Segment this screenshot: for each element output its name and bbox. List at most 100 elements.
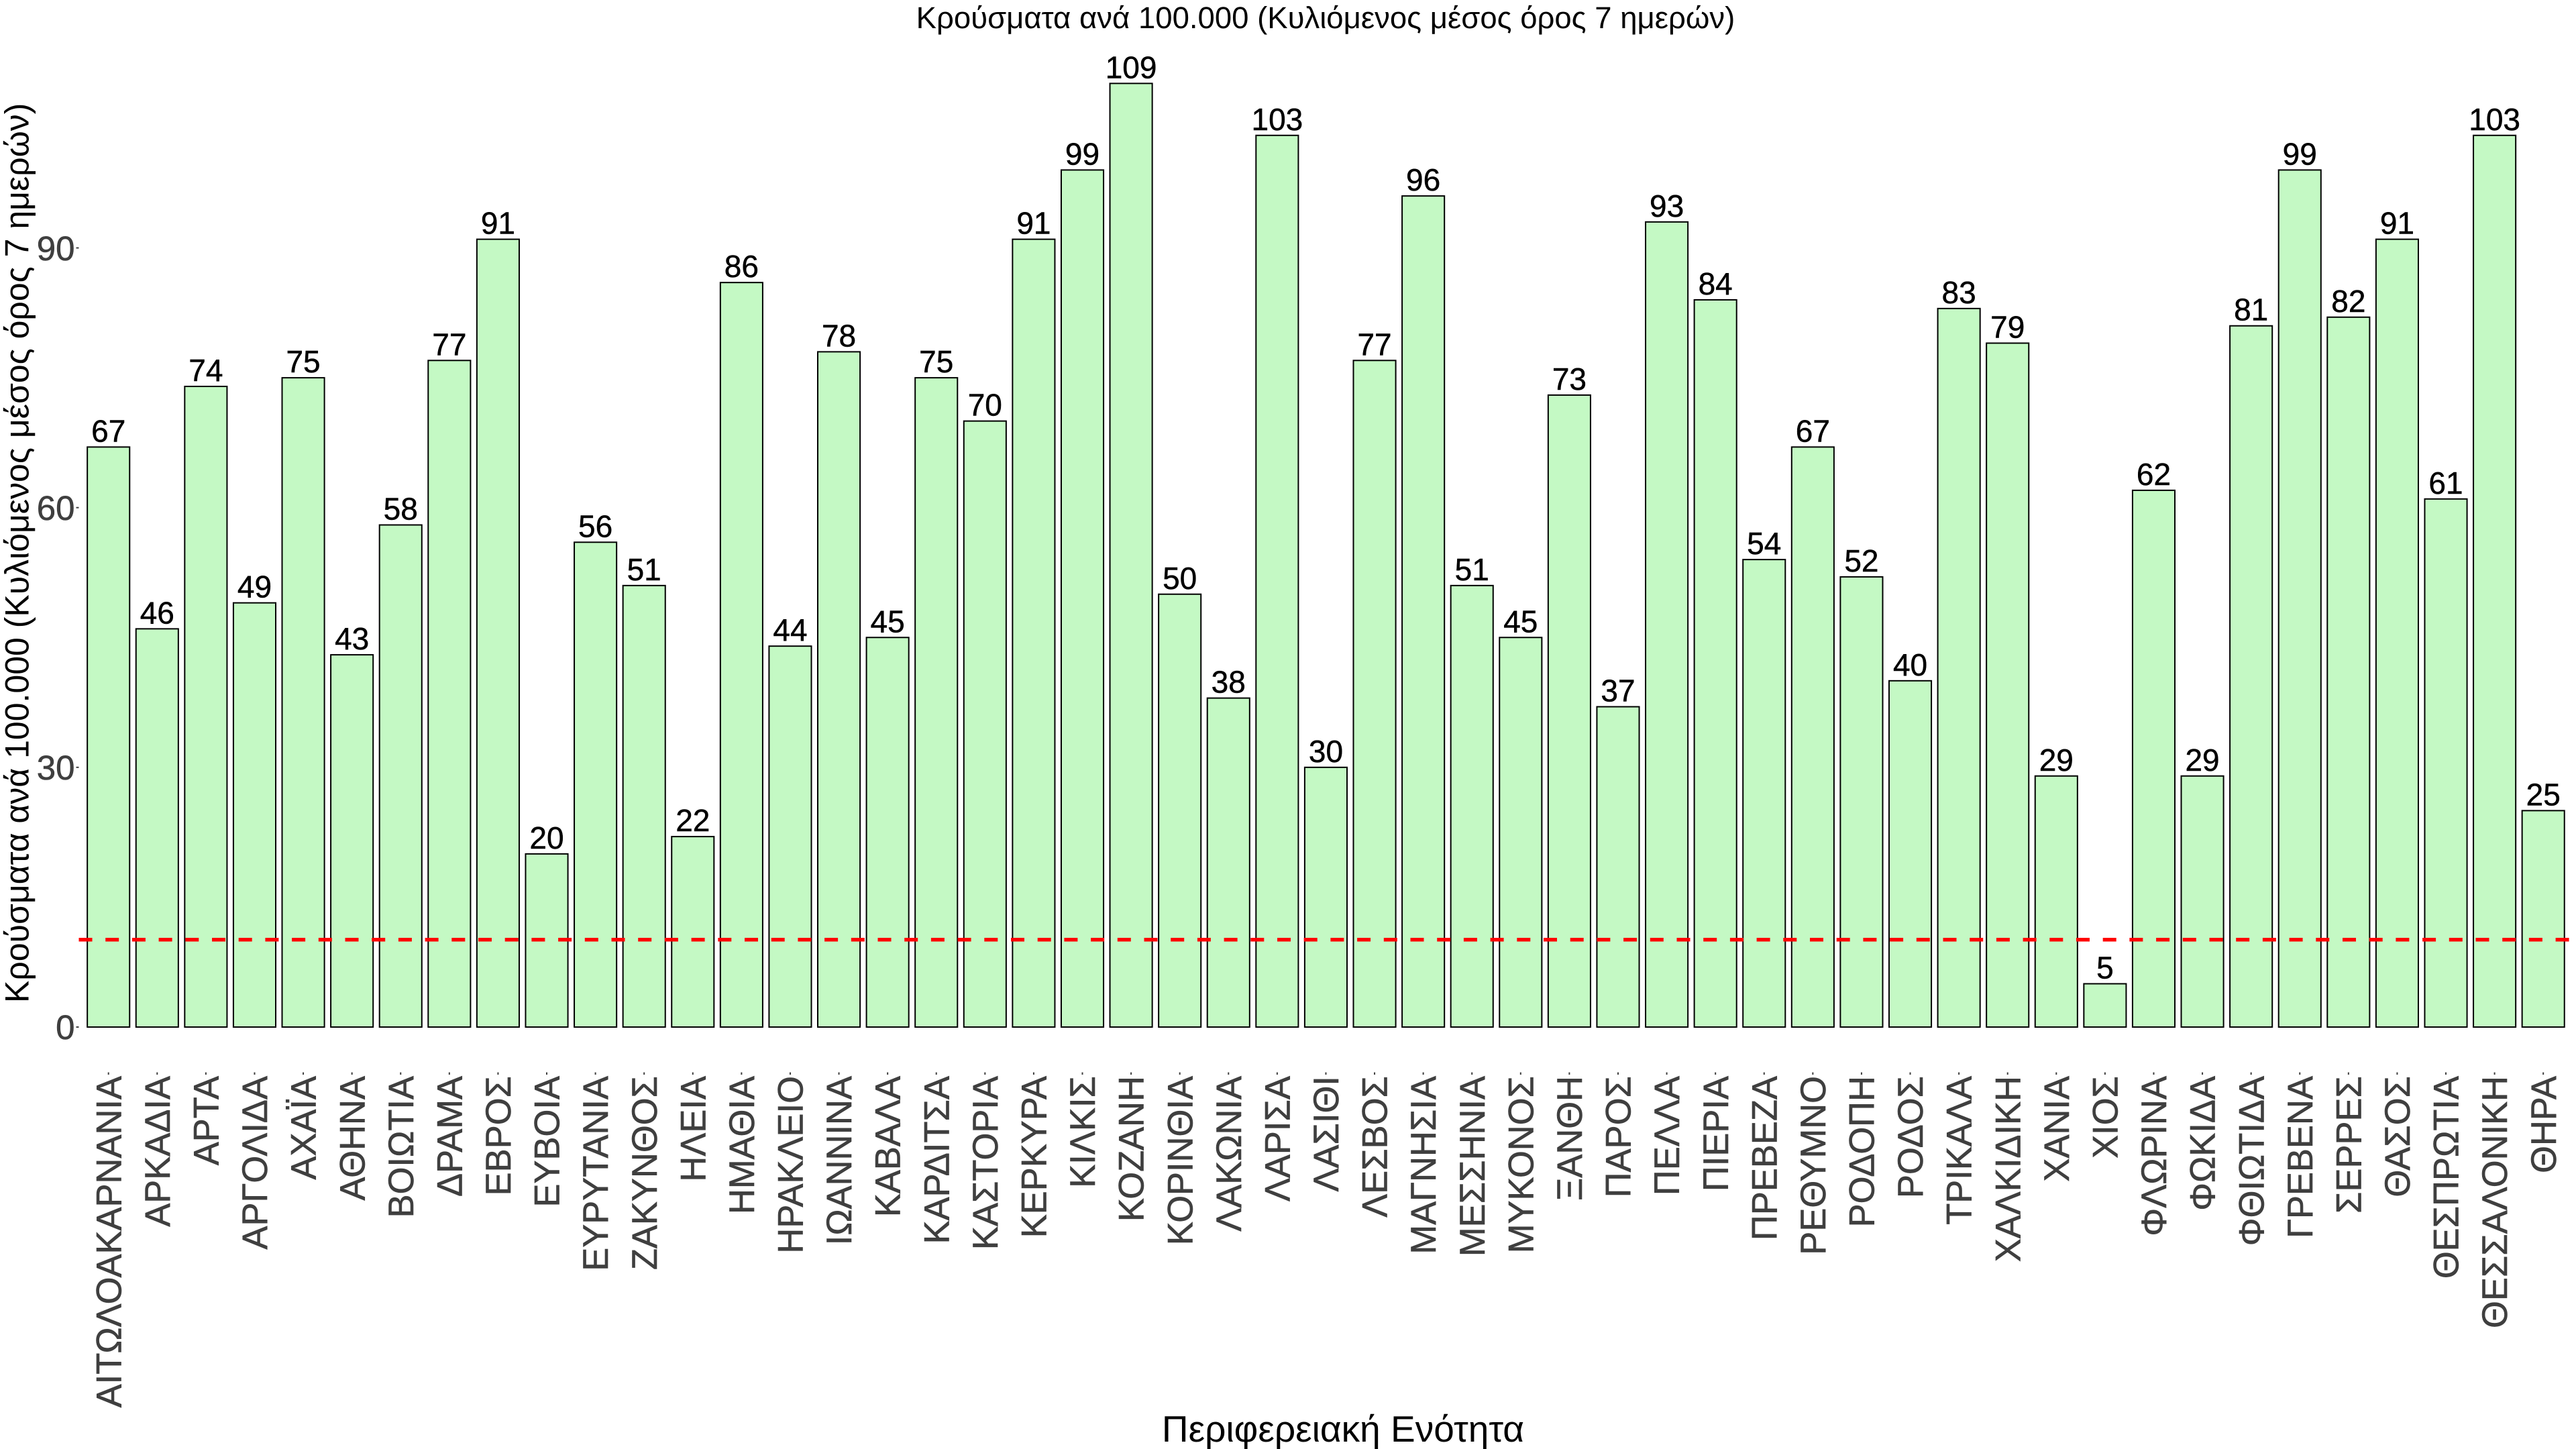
svg-text:Περιφερειακή Ενότητα: Περιφερειακή Ενότητα	[1162, 1408, 1524, 1449]
svg-text:62: 62	[2137, 457, 2171, 492]
svg-text:29: 29	[2039, 743, 2074, 777]
svg-text:ΦΛΩΡΙΝΑ: ΦΛΩΡΙΝΑ	[2135, 1076, 2174, 1236]
svg-text:Κρούσματα ανά 100.000 (Κυλιόμε: Κρούσματα ανά 100.000 (Κυλιόμενος μέσος …	[916, 1, 1735, 35]
svg-text:56: 56	[578, 508, 612, 543]
svg-text:ΙΩΑΝΝΙΝΑ: ΙΩΑΝΝΙΝΑ	[820, 1076, 859, 1245]
svg-text:ΡΟΔΟΠΗ: ΡΟΔΟΠΗ	[1843, 1076, 1882, 1227]
svg-text:99: 99	[2283, 136, 2317, 171]
svg-text:ΣΕΡΡΕΣ: ΣΕΡΡΕΣ	[2329, 1076, 2369, 1214]
svg-text:ΘΗΡΑ: ΘΗΡΑ	[2524, 1076, 2564, 1173]
svg-text:ΜΕΣΣΗΝΙΑ: ΜΕΣΣΗΝΙΑ	[1453, 1076, 1493, 1256]
svg-text:ΚΟΡΙΝΘΙΑ: ΚΟΡΙΝΘΙΑ	[1161, 1076, 1200, 1245]
svg-text:46: 46	[140, 595, 174, 630]
svg-text:ΘΕΣΠΡΩΤΙΑ: ΘΕΣΠΡΩΤΙΑ	[2427, 1076, 2467, 1279]
svg-text:ΠΡΕΒΕΖΑ: ΠΡΕΒΕΖΑ	[1745, 1076, 1784, 1240]
svg-text:ΠΑΡΟΣ: ΠΑΡΟΣ	[1599, 1076, 1639, 1197]
svg-text:ΚΟΖΑΝΗ: ΚΟΖΑΝΗ	[1112, 1076, 1152, 1222]
svg-text:75: 75	[286, 344, 320, 379]
svg-text:ΗΜΑΘΙΑ: ΗΜΑΘΙΑ	[722, 1076, 762, 1214]
svg-text:38: 38	[1212, 665, 1246, 700]
svg-text:29: 29	[2185, 743, 2219, 777]
svg-text:77: 77	[1357, 327, 1391, 362]
svg-text:86: 86	[724, 249, 759, 284]
svg-text:ΚΑΣΤΟΡΙΑ: ΚΑΣΤΟΡΙΑ	[966, 1076, 1006, 1250]
svg-text:ΛΑΣΙΘΙ: ΛΑΣΙΘΙ	[1307, 1076, 1346, 1192]
svg-text:ΕΒΡΟΣ: ΕΒΡΟΣ	[479, 1076, 519, 1195]
svg-text:22: 22	[676, 803, 710, 838]
svg-text:ΒΟΙΩΤΙΑ: ΒΟΙΩΤΙΑ	[382, 1076, 421, 1218]
svg-text:52: 52	[1844, 543, 1878, 578]
svg-text:109: 109	[1106, 50, 1157, 85]
svg-text:ΕΥΡΥΤΑΝΙΑ: ΕΥΡΥΤΑΝΙΑ	[576, 1076, 616, 1271]
svg-text:0: 0	[56, 1008, 74, 1046]
svg-text:ΚΙΛΚΙΣ: ΚΙΛΚΙΣ	[1063, 1076, 1103, 1188]
svg-text:83: 83	[1942, 275, 1976, 310]
svg-text:20: 20	[529, 820, 564, 855]
svg-text:67: 67	[91, 413, 125, 448]
svg-text:30: 30	[37, 749, 75, 787]
svg-text:58: 58	[384, 492, 418, 527]
svg-text:ΑΡΤΑ: ΑΡΤΑ	[186, 1076, 226, 1165]
svg-text:67: 67	[1796, 413, 1830, 448]
svg-text:96: 96	[1406, 162, 1440, 197]
svg-text:84: 84	[1699, 266, 1733, 301]
svg-text:ΔΡΑΜΑ: ΔΡΑΜΑ	[430, 1076, 470, 1197]
svg-text:ΛΑΡΙΣΑ: ΛΑΡΙΣΑ	[1258, 1076, 1297, 1201]
svg-text:ΡΟΔΟΣ: ΡΟΔΟΣ	[1891, 1076, 1931, 1198]
svg-text:49: 49	[237, 570, 272, 604]
svg-text:ΗΡΑΚΛΕΙΟ: ΗΡΑΚΛΕΙΟ	[771, 1076, 811, 1254]
svg-text:30: 30	[1309, 734, 1343, 769]
svg-text:ΦΘΙΩΤΙΔΑ: ΦΘΙΩΤΙΔΑ	[2232, 1076, 2271, 1246]
svg-text:Κρούσματα ανά 100.000 (Κυλιόμε: Κρούσματα ανά 100.000 (Κυλιόμενος μέσος …	[0, 103, 36, 1003]
svg-text:74: 74	[189, 353, 223, 388]
svg-text:91: 91	[481, 206, 515, 241]
svg-text:81: 81	[2234, 292, 2268, 327]
svg-text:ΑΘΗΝΑ: ΑΘΗΝΑ	[333, 1076, 372, 1201]
svg-text:93: 93	[1650, 189, 1684, 223]
svg-text:90: 90	[37, 229, 75, 268]
svg-text:ΧΙΟΣ: ΧΙΟΣ	[2086, 1076, 2125, 1159]
svg-text:ΚΕΡΚΥΡΑ: ΚΕΡΚΥΡΑ	[1015, 1076, 1055, 1238]
svg-text:ΡΕΘΥΜΝΟ: ΡΕΘΥΜΝΟ	[1794, 1076, 1833, 1255]
svg-text:ΤΡΙΚΑΛΑ: ΤΡΙΚΑΛΑ	[1940, 1076, 1980, 1225]
svg-text:51: 51	[627, 552, 661, 587]
svg-text:70: 70	[968, 388, 1002, 423]
svg-text:ΞΑΝΘΗ: ΞΑΝΘΗ	[1550, 1076, 1590, 1201]
svg-text:5: 5	[2096, 950, 2114, 985]
svg-text:ΦΩΚΙΔΑ: ΦΩΚΙΔΑ	[2184, 1076, 2223, 1211]
svg-text:ΑΙΤΩΛΟΑΚΑΡΝΑΝΙΑ: ΑΙΤΩΛΟΑΚΑΡΝΑΝΙΑ	[89, 1076, 129, 1407]
svg-text:ΜΥΚΟΝΟΣ: ΜΥΚΟΝΟΣ	[1501, 1076, 1541, 1253]
svg-text:60: 60	[37, 489, 75, 527]
svg-text:ΑΡΓΟΛΙΔΑ: ΑΡΓΟΛΙΔΑ	[235, 1076, 275, 1250]
svg-text:37: 37	[1601, 674, 1635, 708]
svg-text:51: 51	[1455, 552, 1489, 587]
svg-text:ΕΥΒΟΙΑ: ΕΥΒΟΙΑ	[528, 1076, 568, 1208]
svg-text:43: 43	[335, 621, 369, 656]
svg-text:ΓΡΕΒΕΝΑ: ΓΡΕΒΕΝΑ	[2281, 1076, 2320, 1238]
svg-text:25: 25	[2526, 777, 2561, 812]
svg-text:ΚΑΒΑΛΑ: ΚΑΒΑΛΑ	[869, 1076, 908, 1217]
svg-text:50: 50	[1163, 561, 1197, 596]
svg-text:ΧΑΝΙΑ: ΧΑΝΙΑ	[2037, 1076, 2077, 1182]
svg-text:40: 40	[1893, 647, 1927, 682]
svg-text:ΛΕΣΒΟΣ: ΛΕΣΒΟΣ	[1356, 1076, 1395, 1218]
svg-text:44: 44	[773, 612, 807, 647]
svg-text:ΖΑΚΥΝΘΟΣ: ΖΑΚΥΝΘΟΣ	[625, 1076, 665, 1270]
svg-text:ΘΑΣΟΣ: ΘΑΣΟΣ	[2378, 1076, 2418, 1197]
svg-text:54: 54	[1747, 526, 1781, 561]
svg-text:103: 103	[2469, 102, 2520, 137]
svg-text:ΘΕΣΣΑΛΟΝΙΚΗ: ΘΕΣΣΑΛΟΝΙΚΗ	[2475, 1076, 2515, 1328]
svg-text:91: 91	[2380, 206, 2414, 241]
svg-text:82: 82	[2331, 284, 2365, 319]
svg-text:99: 99	[1065, 136, 1099, 171]
svg-text:ΧΑΛΚΙΔΙΚΗ: ΧΑΛΚΙΔΙΚΗ	[1988, 1076, 2028, 1262]
svg-text:61: 61	[2428, 466, 2463, 500]
svg-text:73: 73	[1552, 362, 1587, 396]
svg-text:75: 75	[919, 344, 953, 379]
svg-text:ΚΑΡΔΙΤΣΑ: ΚΑΡΔΙΤΣΑ	[917, 1076, 957, 1244]
svg-text:103: 103	[1251, 102, 1303, 137]
svg-text:ΠΙΕΡΙΑ: ΠΙΕΡΙΑ	[1697, 1076, 1736, 1191]
svg-text:ΑΧΑΪΑ: ΑΧΑΪΑ	[284, 1076, 324, 1180]
svg-text:45: 45	[871, 604, 905, 639]
svg-text:45: 45	[1503, 604, 1538, 639]
